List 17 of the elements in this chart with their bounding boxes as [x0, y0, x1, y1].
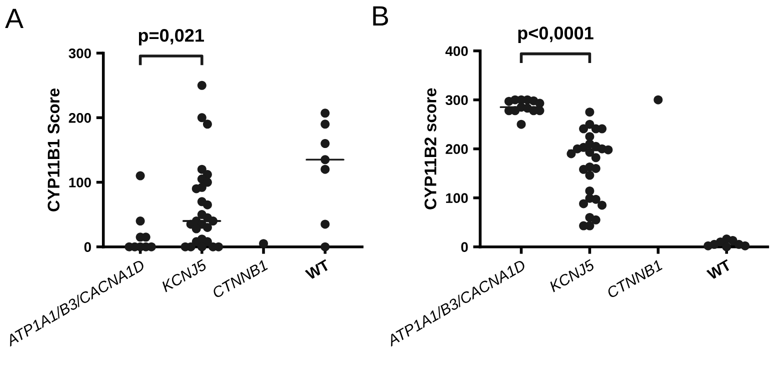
x-tick-label: WT: [304, 259, 331, 280]
x-tick-label: WT: [706, 259, 732, 280]
y-tick-label: 300: [68, 48, 91, 58]
text: p<0,0001: [518, 26, 594, 44]
y-axis-title: CYP11B1 Score: [48, 88, 60, 212]
y-tick-label: 0: [84, 242, 91, 252]
chart-title: A: [5, 8, 24, 28]
y-tick-label: 400: [445, 46, 468, 56]
y-tick-label: 200: [446, 144, 468, 154]
text: p=0,021: [138, 29, 204, 46]
chart-title: B: [373, 6, 388, 26]
y-tick-label: 100: [446, 193, 468, 204]
y-tick-label: 100: [69, 178, 91, 188]
y-tick-label: 300: [446, 95, 468, 106]
y-tick-label: 0: [461, 242, 468, 252]
y-axis-title: CYP11B2 score: [424, 88, 436, 210]
y-tick-label: 200: [68, 113, 91, 123]
